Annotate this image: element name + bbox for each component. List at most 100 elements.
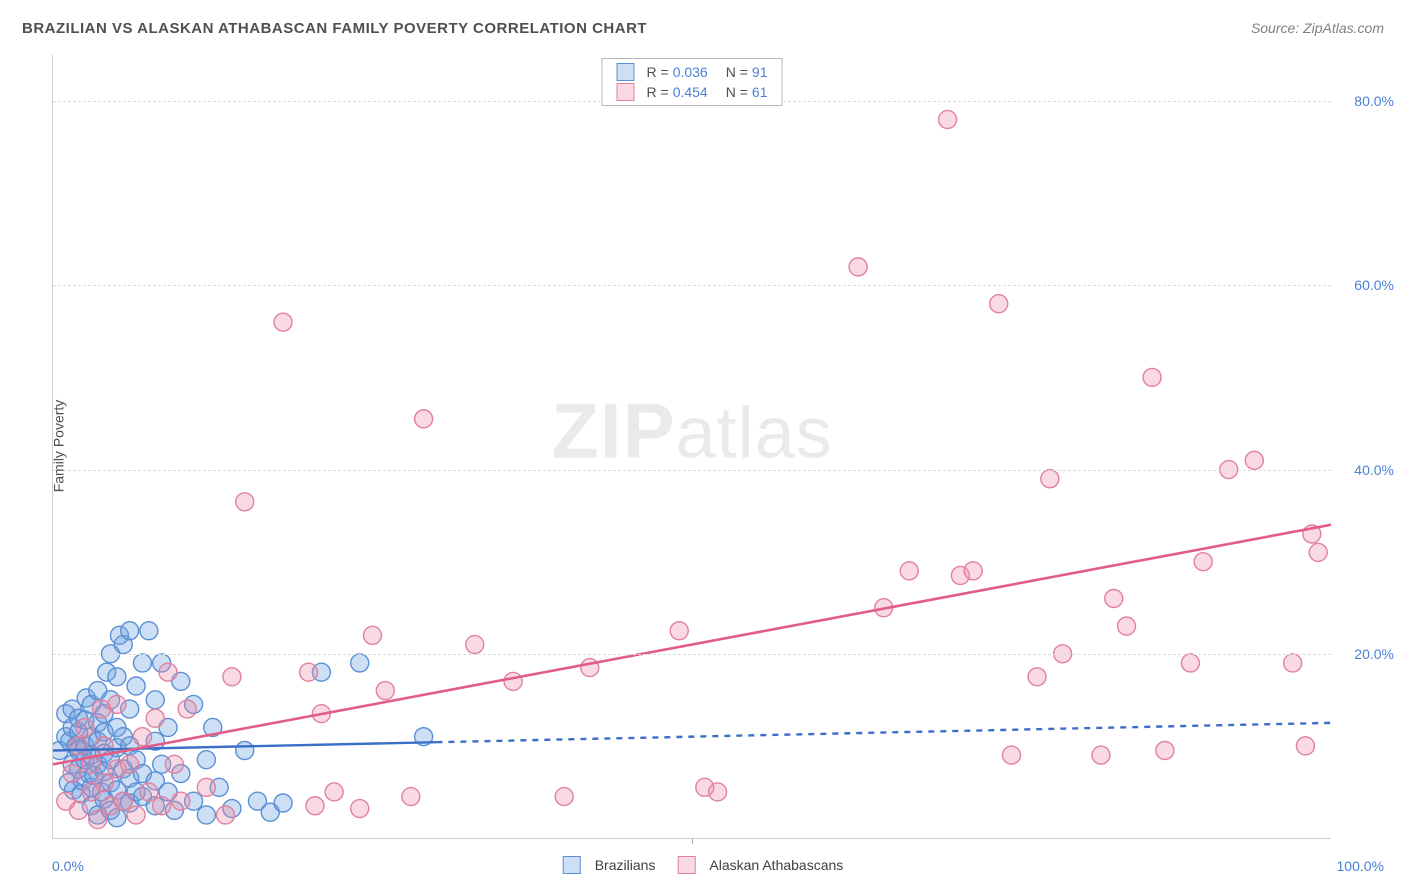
- scatter-point: [325, 783, 343, 801]
- scatter-point: [146, 709, 164, 727]
- legend-n-value: 91: [752, 64, 768, 80]
- scatter-point: [990, 295, 1008, 313]
- source-label: Source: ZipAtlas.com: [1251, 20, 1384, 36]
- scatter-point: [1284, 654, 1302, 672]
- scatter-point: [236, 493, 254, 511]
- x-tick-label: 0.0%: [52, 858, 84, 874]
- scatter-point: [306, 797, 324, 815]
- scatter-point: [670, 622, 688, 640]
- scatter-point: [63, 765, 81, 783]
- scatter-point: [555, 788, 573, 806]
- scatter-point: [351, 654, 369, 672]
- scatter-point: [70, 801, 88, 819]
- legend-swatch: [617, 83, 635, 101]
- scatter-point: [1092, 746, 1110, 764]
- scatter-point: [140, 783, 158, 801]
- y-tick-label: 60.0%: [1354, 277, 1394, 293]
- scatter-point: [114, 792, 132, 810]
- legend-row: R =0.454 N =61: [617, 83, 768, 101]
- legend-r-label: R =: [647, 84, 669, 100]
- scatter-point: [900, 562, 918, 580]
- legend-swatch: [563, 856, 581, 874]
- legend-bottom-item: Brazilians: [563, 856, 656, 874]
- legend-row: R =0.036 N =91: [617, 63, 768, 81]
- scatter-point: [274, 794, 292, 812]
- scatter-point: [133, 728, 151, 746]
- chart-container: BRAZILIAN VS ALASKAN ATHABASCAN FAMILY P…: [0, 0, 1406, 892]
- gridline-horizontal: [53, 470, 1331, 471]
- scatter-point: [849, 258, 867, 276]
- scatter-point: [197, 806, 215, 824]
- scatter-point: [709, 783, 727, 801]
- scatter-point: [1118, 617, 1136, 635]
- legend-n-label: N =: [726, 84, 748, 100]
- scatter-point: [95, 737, 113, 755]
- y-tick-label: 80.0%: [1354, 93, 1394, 109]
- legend-bottom-label: Brazilians: [595, 857, 656, 873]
- scatter-point: [146, 691, 164, 709]
- trend-line-solid: [53, 525, 1331, 765]
- legend-bottom-item: Alaskan Athabascans: [677, 856, 843, 874]
- scatter-point: [939, 110, 957, 128]
- scatter-point: [108, 695, 126, 713]
- scatter-point: [217, 806, 235, 824]
- scatter-point: [1245, 451, 1263, 469]
- scatter-point: [300, 663, 318, 681]
- scatter-point: [236, 741, 254, 759]
- scatter-point: [402, 788, 420, 806]
- scatter-point: [1156, 741, 1174, 759]
- scatter-point: [1028, 668, 1046, 686]
- legend-r-value: 0.036: [673, 64, 708, 80]
- scatter-point: [159, 663, 177, 681]
- legend-r-value: 0.454: [673, 84, 708, 100]
- x-tick-label: 100.0%: [1337, 858, 1384, 874]
- scatter-point: [351, 800, 369, 818]
- gridline-horizontal: [53, 654, 1331, 655]
- scatter-point: [1041, 470, 1059, 488]
- scatter-point: [178, 700, 196, 718]
- legend-n-label: N =: [726, 64, 748, 80]
- legend-n-value: 61: [752, 84, 768, 100]
- scatter-point: [153, 797, 171, 815]
- y-tick-label: 40.0%: [1354, 462, 1394, 478]
- scatter-point: [223, 668, 241, 686]
- scatter-point: [466, 636, 484, 654]
- scatter-point: [89, 811, 107, 829]
- scatter-point: [172, 792, 190, 810]
- legend-bottom: Brazilians Alaskan Athabascans: [563, 856, 844, 874]
- chart-title: BRAZILIAN VS ALASKAN ATHABASCAN FAMILY P…: [22, 20, 647, 37]
- scatter-point: [274, 313, 292, 331]
- scatter-point: [95, 774, 113, 792]
- scatter-point: [376, 682, 394, 700]
- scatter-point: [415, 410, 433, 428]
- scatter-point: [364, 626, 382, 644]
- scatter-point: [1194, 553, 1212, 571]
- legend-r-label: R =: [647, 64, 669, 80]
- scatter-point: [1309, 543, 1327, 561]
- scatter-point: [1105, 589, 1123, 607]
- scatter-point: [964, 562, 982, 580]
- scatter-point: [121, 622, 139, 640]
- scatter-point: [165, 755, 183, 773]
- scatter-point: [1003, 746, 1021, 764]
- scatter-point: [1143, 368, 1161, 386]
- legend-swatch: [617, 63, 635, 81]
- scatter-point: [121, 755, 139, 773]
- scatter-point: [140, 622, 158, 640]
- legend-top: R =0.036 N =91 R =0.454 N =61: [602, 58, 783, 106]
- scatter-point: [76, 718, 94, 736]
- scatter-point: [504, 672, 522, 690]
- trend-line-dashed: [436, 723, 1331, 742]
- scatter-point: [127, 677, 145, 695]
- y-axis-label: Family Poverty: [50, 400, 66, 493]
- scatter-point: [133, 654, 151, 672]
- scatter-point: [197, 751, 215, 769]
- scatter-point: [1181, 654, 1199, 672]
- scatter-point: [108, 668, 126, 686]
- scatter-point: [197, 778, 215, 796]
- legend-bottom-label: Alaskan Athabascans: [709, 857, 843, 873]
- y-tick-label: 20.0%: [1354, 646, 1394, 662]
- gridline-horizontal: [53, 285, 1331, 286]
- legend-swatch: [677, 856, 695, 874]
- scatter-point: [70, 737, 88, 755]
